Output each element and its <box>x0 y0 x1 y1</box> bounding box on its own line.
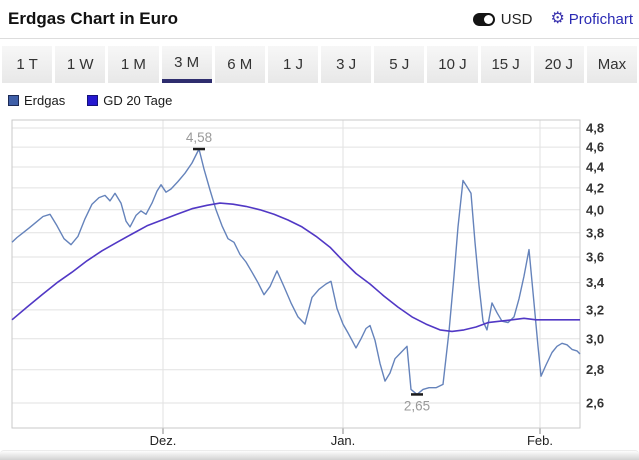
x-axis-label: Dez. <box>150 433 177 448</box>
y-axis-label: 2,8 <box>586 362 604 377</box>
usd-label: USD <box>500 10 533 28</box>
bottom-panel-edge <box>0 450 639 460</box>
currency-toggle-icon[interactable] <box>472 12 495 26</box>
x-axis-label: Jan. <box>331 433 356 448</box>
y-axis-label: 4,6 <box>586 140 604 155</box>
gear-icon: ⚙ <box>550 10 565 27</box>
price-chart[interactable]: 4,8 4,6 4,4 4,2 4,0 3,8 3,6 3,4 3,2 3,0 2,8 2,6 Dez.… <box>0 115 639 450</box>
tab-20j[interactable]: 20 J <box>533 46 584 83</box>
tab-3m[interactable]: 3 M <box>161 46 212 83</box>
y-axis-label: 3,8 <box>586 225 604 240</box>
x-axis-label: Feb. <box>527 433 553 448</box>
legend-item-gd20: GD 20 Tage <box>87 93 172 108</box>
chart-legend: Erdgas GD 20 Tage <box>8 93 172 108</box>
gd20-swatch-icon <box>87 95 99 106</box>
tab-5j[interactable]: 5 J <box>374 46 425 83</box>
tab-1t[interactable]: 1 T <box>2 46 53 83</box>
profichart-label: Profichart <box>568 10 633 28</box>
tab-10j[interactable]: 10 J <box>427 46 478 83</box>
y-axis-label: 2,6 <box>586 395 604 410</box>
extreme-label: 2,65 <box>404 398 430 413</box>
series-line-gd-20-tage <box>11 202 580 333</box>
tab-1m[interactable]: 1 M <box>108 46 159 83</box>
series-line-erdgas <box>11 148 581 396</box>
chart-header: Erdgas Chart in Euro USD ⚙ Profichart <box>0 0 639 39</box>
erdgas-swatch-icon <box>8 95 19 106</box>
y-axis-label: 4,0 <box>586 202 604 217</box>
y-axis-label: 4,2 <box>586 180 604 195</box>
tab-max[interactable]: Max <box>586 46 638 83</box>
tab-3j[interactable]: 3 J <box>321 46 372 83</box>
y-axis-label: 3,2 <box>586 302 604 317</box>
tab-1j[interactable]: 1 J <box>267 46 319 83</box>
usd-toggle[interactable]: USD <box>472 10 533 28</box>
profichart-link[interactable]: ⚙ Profichart <box>550 11 633 28</box>
y-axis-label: 3,4 <box>586 275 605 290</box>
tab-15j[interactable]: 15 J <box>480 46 531 83</box>
y-axis-label: 3,0 <box>586 331 604 346</box>
extreme-label: 4,58 <box>186 130 212 145</box>
tab-1w[interactable]: 1 W <box>55 46 106 83</box>
y-axis-label: 3,6 <box>586 250 604 265</box>
page-title: Erdgas Chart in Euro <box>8 9 179 28</box>
y-axis-label: 4,8 <box>586 121 604 136</box>
legend-label-gd20: GD 20 Tage <box>103 93 173 108</box>
tab-6m[interactable]: 6 M <box>214 46 265 83</box>
legend-item-erdgas: Erdgas <box>8 93 65 108</box>
y-axis-label: 4,4 <box>586 160 605 175</box>
plot-border <box>11 119 581 429</box>
legend-label-erdgas: Erdgas <box>24 93 66 108</box>
